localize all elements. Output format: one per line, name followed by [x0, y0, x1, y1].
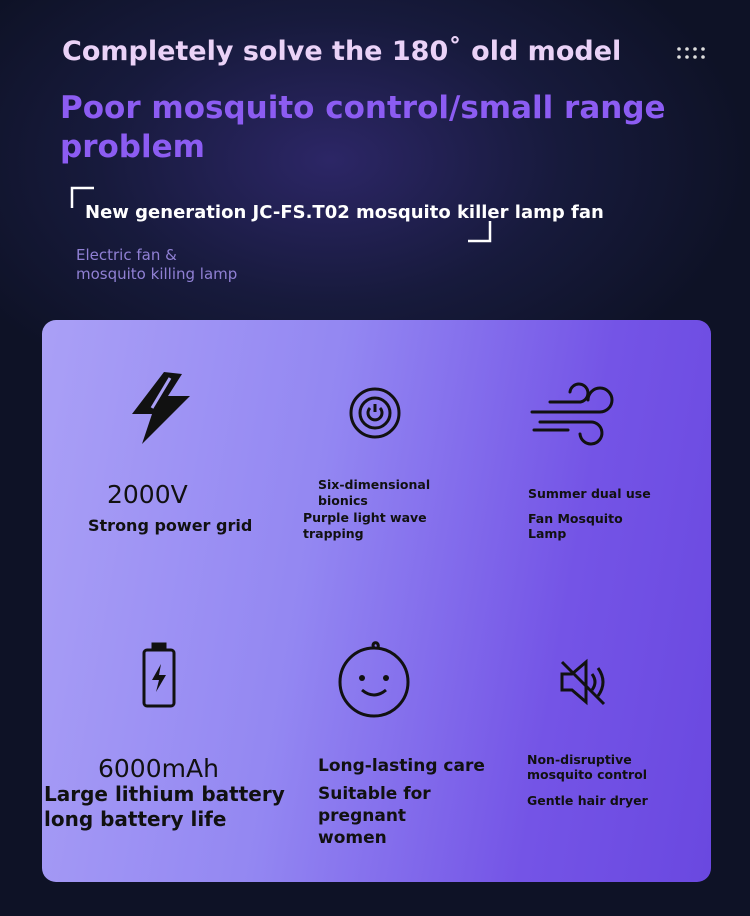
feature-text: mosquito control	[527, 767, 648, 782]
feature-text: Purple light wave	[303, 510, 427, 525]
feature-text: Strong power grid	[88, 516, 253, 535]
mute-icon	[560, 658, 606, 706]
feature-text: trapping	[303, 526, 364, 541]
feature-value: 6000mAh	[98, 754, 219, 783]
feature-text: Summer dual use	[528, 486, 651, 501]
bracket-frame	[70, 186, 492, 243]
tag: Electric fan &	[76, 246, 177, 264]
feature-text: Long-lasting care	[318, 756, 485, 776]
feature-text: Fan Mosquito	[528, 511, 623, 526]
feature-card: 2000V Strong power grid Six-dimensional …	[42, 320, 711, 882]
feature-text: long battery life	[44, 807, 227, 831]
wave-icon	[349, 387, 401, 439]
headline: Poor mosquito control/small range	[60, 90, 666, 126]
lightning-icon	[132, 372, 190, 444]
menu-dots[interactable]	[676, 46, 710, 60]
feature-text: Six-dimensional	[318, 477, 431, 492]
feature-text: Gentle hair dryer	[527, 793, 648, 808]
feature-text: pregnant	[318, 806, 407, 826]
subtitle: New generation JC-FS.T02 mosquito killer…	[85, 202, 604, 223]
feature-text: Large lithium battery	[44, 782, 285, 806]
battery-icon	[142, 642, 176, 708]
title: Completely solve the 180˚ old model	[62, 36, 622, 67]
feature-text: bionics	[318, 493, 368, 508]
baby-face-icon	[338, 641, 410, 718]
headline: problem	[60, 129, 205, 165]
feature-text: Lamp	[528, 526, 567, 541]
feature-text: Non-disruptive	[527, 752, 632, 767]
feature-value: 2000V	[107, 480, 188, 509]
feature-text: Suitable for	[318, 784, 431, 804]
tag: mosquito killing lamp	[76, 265, 238, 283]
feature-text: women	[318, 828, 387, 848]
wind-icon	[530, 382, 614, 446]
